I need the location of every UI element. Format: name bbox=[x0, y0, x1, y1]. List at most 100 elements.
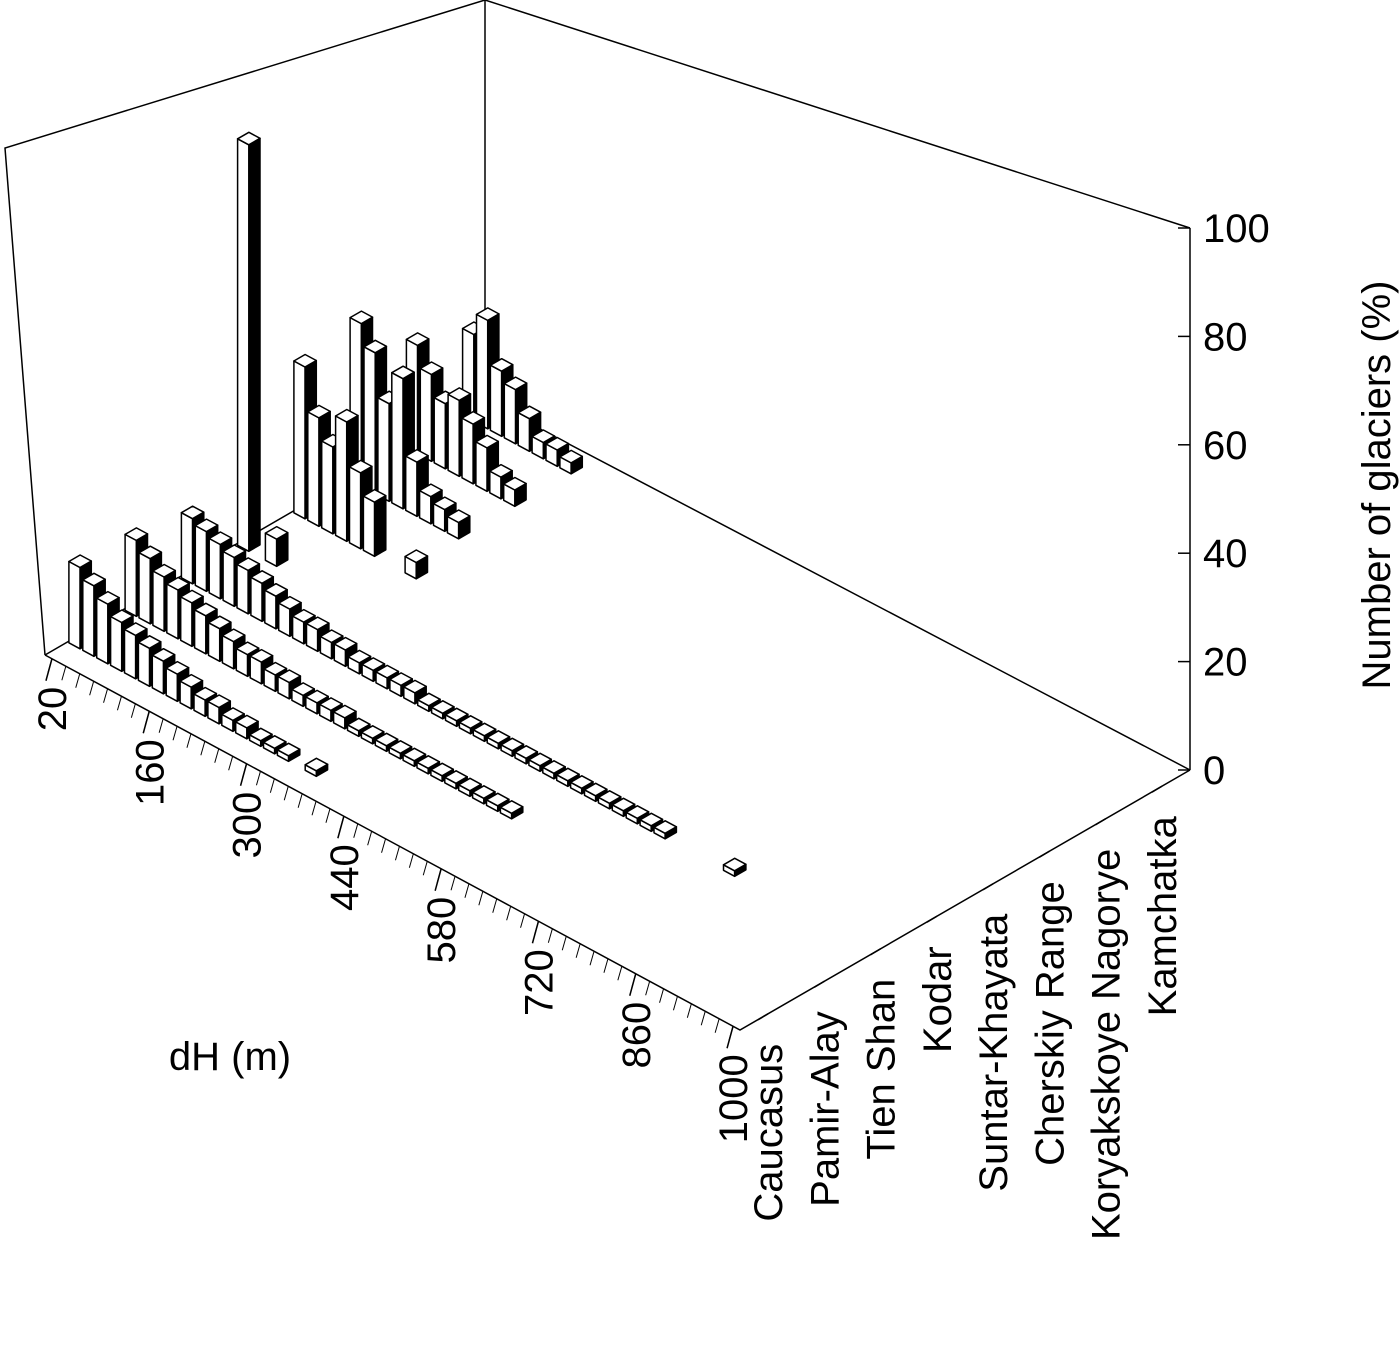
bar-top bbox=[179, 589, 204, 604]
bar-top bbox=[95, 590, 120, 605]
bar-top bbox=[502, 476, 527, 491]
bar-top bbox=[489, 463, 513, 478]
bar-top bbox=[528, 752, 553, 767]
bar-front bbox=[95, 597, 109, 665]
bar-top bbox=[68, 554, 93, 569]
bar-top bbox=[485, 792, 510, 807]
bar-top bbox=[194, 518, 219, 533]
bar-top bbox=[583, 782, 608, 797]
bar-top bbox=[486, 730, 511, 745]
bar-front bbox=[152, 570, 165, 633]
bar-top bbox=[276, 742, 301, 757]
bar-top bbox=[559, 449, 584, 464]
bar bbox=[264, 525, 289, 568]
bar-top bbox=[391, 365, 415, 380]
bar-front bbox=[362, 495, 376, 558]
bar-top bbox=[291, 682, 316, 697]
bar-top bbox=[374, 732, 399, 747]
bar-front bbox=[222, 550, 235, 608]
x-minor-tick bbox=[311, 801, 317, 816]
bar-top bbox=[403, 679, 427, 694]
bar-top bbox=[430, 762, 455, 777]
bar-top bbox=[264, 582, 288, 597]
bar-front bbox=[391, 371, 404, 510]
bar-top bbox=[333, 636, 358, 651]
bar-top bbox=[221, 628, 246, 643]
bar-top bbox=[348, 459, 373, 474]
bar bbox=[502, 476, 527, 508]
bar-top bbox=[402, 747, 427, 762]
x-minor-tick bbox=[283, 786, 289, 801]
x-minor-tick bbox=[645, 981, 651, 996]
x-tick-label: 580 bbox=[420, 897, 464, 964]
bar-top bbox=[361, 657, 386, 672]
z-tick-label: 40 bbox=[1203, 532, 1248, 576]
bar-top bbox=[82, 572, 106, 587]
bar-top bbox=[625, 805, 650, 820]
bar-top bbox=[416, 692, 441, 707]
bar-top bbox=[430, 700, 455, 715]
x-tick-label: 300 bbox=[226, 792, 270, 859]
region-tick bbox=[926, 915, 938, 923]
x-tick bbox=[434, 868, 442, 891]
bar-front bbox=[82, 579, 95, 658]
x-tick-label: 440 bbox=[323, 844, 367, 911]
bar-top bbox=[137, 635, 162, 650]
bar bbox=[404, 549, 429, 580]
region-label: Koryakskoye Nagorye bbox=[1085, 849, 1129, 1240]
bar-front bbox=[236, 563, 249, 615]
bar-top bbox=[263, 661, 288, 676]
bar-top bbox=[458, 715, 483, 730]
x-minor-tick bbox=[172, 726, 178, 741]
x-minor-tick bbox=[75, 673, 81, 688]
bar-front bbox=[461, 417, 474, 485]
bar-top bbox=[362, 488, 387, 503]
x-minor-tick bbox=[686, 1003, 692, 1018]
bar-top bbox=[514, 745, 539, 760]
bar-front bbox=[193, 609, 207, 655]
bar-top bbox=[291, 608, 316, 623]
bar-top bbox=[472, 722, 497, 737]
z-tick-label: 20 bbox=[1203, 641, 1248, 685]
bar-top bbox=[305, 616, 330, 631]
bar bbox=[276, 742, 301, 763]
x-minor-tick bbox=[408, 853, 414, 868]
bar-top bbox=[555, 767, 580, 782]
bar-top bbox=[179, 673, 204, 688]
bar-front bbox=[489, 364, 503, 438]
x-minor-tick bbox=[547, 928, 553, 943]
bar-top bbox=[569, 775, 594, 790]
bar-top bbox=[447, 387, 472, 402]
bar-top bbox=[457, 777, 482, 792]
x-minor-tick bbox=[506, 906, 512, 921]
bar bbox=[499, 800, 524, 820]
x-tick-label: 720 bbox=[517, 949, 561, 1016]
bar-top bbox=[503, 376, 528, 391]
z-tick-label: 0 bbox=[1203, 749, 1225, 793]
bar-top bbox=[277, 595, 302, 610]
bar-top bbox=[611, 797, 636, 812]
bar-front bbox=[307, 411, 320, 528]
x-minor-tick bbox=[700, 1011, 706, 1026]
x-minor-tick bbox=[603, 958, 609, 973]
bar-top bbox=[499, 800, 524, 815]
bar-top bbox=[307, 404, 331, 419]
x-minor-tick bbox=[255, 771, 261, 786]
bar-front bbox=[475, 441, 488, 493]
x-tick bbox=[45, 658, 53, 681]
bar-top bbox=[722, 857, 747, 872]
bar-front bbox=[236, 138, 250, 553]
z-tick-label: 100 bbox=[1203, 207, 1270, 251]
bar bbox=[446, 509, 471, 540]
bar-top bbox=[165, 660, 190, 675]
x-minor-tick bbox=[214, 748, 220, 763]
x-tick bbox=[142, 711, 150, 734]
region-label: Kodar bbox=[916, 946, 960, 1053]
x-minor-tick bbox=[659, 988, 665, 1003]
region-label: Caucasus bbox=[747, 1044, 791, 1222]
bar-front bbox=[475, 313, 489, 430]
x-minor-tick bbox=[200, 741, 206, 756]
back-walls bbox=[4, 0, 1191, 656]
bar-top bbox=[489, 357, 514, 372]
